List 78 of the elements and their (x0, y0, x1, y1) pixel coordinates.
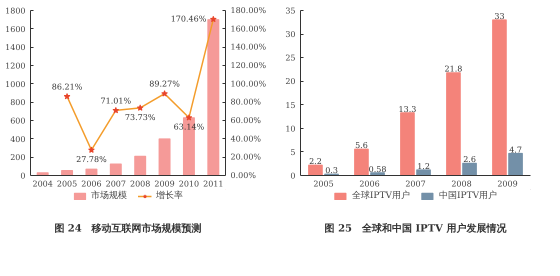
data-label: 27.78% (76, 155, 108, 164)
x-tick-label: 2009 (154, 180, 175, 188)
bar (134, 156, 146, 176)
data-label: 89.27% (149, 80, 180, 89)
y-tick-label: 25 (285, 54, 296, 63)
data-label: 0.58 (368, 164, 386, 174)
y-tick-label: 1000 (5, 80, 26, 89)
data-label: 71.01% (100, 96, 132, 106)
y-tick-label: 1400 (5, 43, 26, 52)
y2-tick-label: 100.00% (230, 79, 266, 88)
bar (85, 168, 98, 176)
data-label: 86.21% (52, 82, 83, 92)
y-tick-label: 600 (10, 116, 26, 126)
data-label: 73.73% (124, 112, 156, 122)
y-tick-label: 800 (10, 98, 26, 108)
y2-tick-label: 20.00% (230, 152, 262, 162)
bar (492, 19, 507, 176)
y-tick-label: 0 (20, 172, 26, 180)
bar (462, 162, 477, 176)
data-label: 2.2 (309, 157, 322, 166)
y2-tick-label: 120.00% (230, 61, 266, 70)
legend-label: 增长率 (156, 190, 183, 202)
bar (508, 152, 523, 176)
y-tick-label: 35 (285, 6, 296, 16)
data-label: 33 (494, 12, 505, 21)
bar (61, 170, 74, 176)
y-tick-label: 5 (290, 148, 296, 157)
data-label: 4.7 (509, 145, 522, 154)
x-tick-label: 2006 (81, 180, 102, 188)
x-tick-label: 2008 (130, 180, 150, 188)
text: 图 25 全球和中国 IPTV 用户发展情况 (324, 222, 508, 234)
y-tick-label: 15 (285, 100, 296, 110)
bar (158, 138, 171, 176)
y-tick-label: 1800 (5, 6, 26, 16)
x-tick-label: 2010 (178, 180, 200, 188)
x-tick-label: 2005 (313, 180, 334, 188)
y-tick-label: 200 (10, 153, 26, 162)
text: 图 24 移动互联网市场规模预测 (54, 222, 202, 234)
data-label: 1.2 (417, 162, 430, 171)
y-tick-label: 400 (10, 134, 26, 144)
data-label: 13.3 (398, 104, 416, 114)
y2-tick-label: 160.00% (230, 24, 266, 34)
bar (207, 19, 220, 176)
bar (110, 164, 122, 176)
bar (308, 164, 323, 176)
y-tick-label: 30 (285, 30, 296, 40)
y-tick-label: 10 (285, 124, 296, 134)
y-tick-label: 20 (285, 77, 296, 86)
x-tick-label: 2005 (56, 180, 78, 188)
bar (416, 169, 431, 176)
bar (354, 148, 369, 176)
x-tick-label: 2007 (106, 180, 126, 188)
data-label: 63.14% (174, 122, 205, 132)
x-tick-label: 2004 (32, 180, 53, 188)
data-label: 0.3 (325, 166, 338, 176)
y-tick-label: 1600 (5, 24, 26, 34)
data-label: 2.6 (463, 155, 476, 164)
y2-tick-label: 40.00% (230, 134, 262, 144)
y-tick-label: 1200 (5, 62, 26, 70)
x-tick-label: 2007 (405, 180, 426, 188)
legend-label: 全球IPTV用户 (352, 190, 410, 202)
y2-tick-label: 0.00% (230, 171, 256, 180)
data-label: 5.6 (355, 141, 368, 150)
x-tick-label: 2006 (359, 180, 380, 188)
x-tick-label: 2009 (497, 180, 518, 188)
y2-tick-label: 80.00% (230, 98, 262, 107)
data-label: 21.8 (444, 64, 462, 74)
data-label: 170.46% (170, 14, 207, 24)
bar (446, 72, 461, 176)
y2-tick-label: 60.00% (230, 116, 262, 125)
legend-label: 中国IPTV用户 (439, 190, 498, 202)
bar (400, 112, 415, 176)
y2-tick-label: 140.00% (230, 42, 266, 52)
y2-tick-label: 180.00% (230, 6, 266, 15)
x-tick-label: 2008 (451, 180, 472, 188)
y-tick-label: 0 (290, 172, 296, 180)
legend-label: 市场规模 (91, 190, 127, 202)
x-tick-label: 2011 (203, 180, 224, 188)
